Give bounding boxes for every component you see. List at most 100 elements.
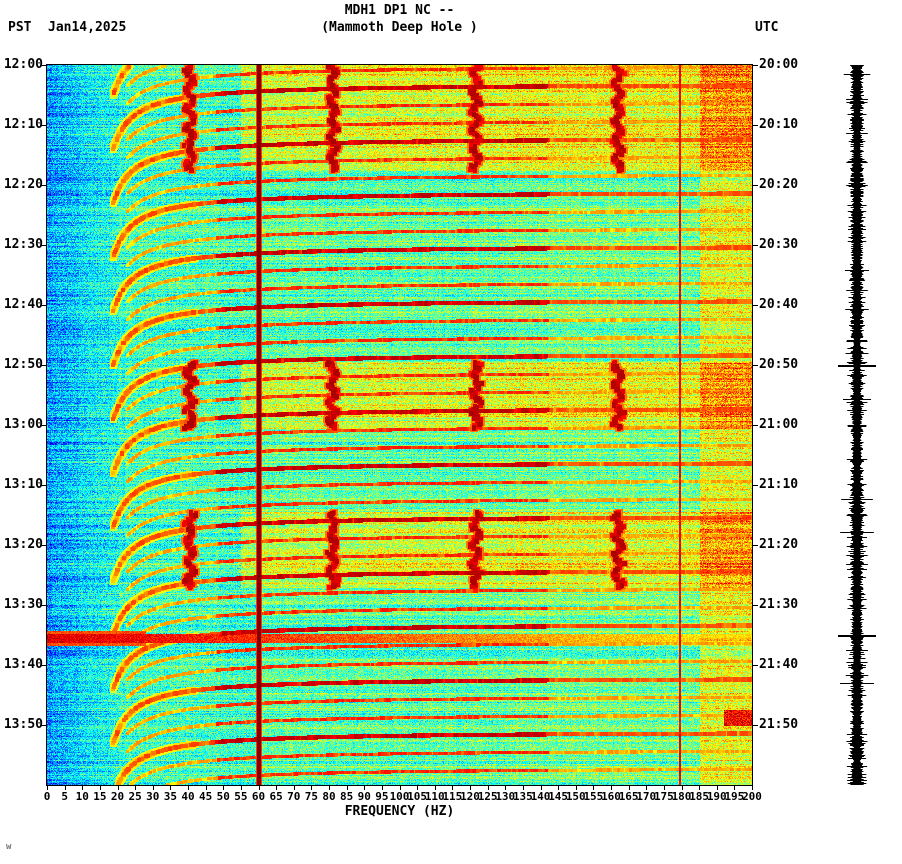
frequency-tick — [558, 786, 560, 790]
frequency-tick — [223, 786, 225, 790]
frequency-tick-label: 135 — [512, 790, 533, 803]
time-tick-left — [41, 545, 46, 546]
frequency-tick-label: 60 — [251, 790, 266, 803]
frequency-tick-label: 110 — [424, 790, 445, 803]
time-tick-left — [41, 605, 46, 606]
frequency-tick — [699, 786, 701, 790]
time-tick-label-utc: 20:00 — [759, 57, 799, 72]
time-tick-label-pst: 12:30 — [3, 237, 43, 252]
spectrogram-canvas — [47, 65, 752, 785]
time-tick-label-utc: 21:00 — [759, 417, 799, 432]
spectrogram-frame — [46, 64, 753, 786]
frequency-tick — [399, 786, 401, 790]
frequency-tick — [663, 786, 665, 790]
frequency-tick — [170, 786, 172, 790]
time-tick-label-utc: 21:10 — [759, 477, 799, 492]
frequency-tick — [593, 786, 595, 790]
time-tick-left — [41, 245, 46, 246]
frequency-tick-label: 40 — [181, 790, 195, 803]
frequency-tick-label: 30 — [146, 790, 160, 803]
time-tick-right — [753, 125, 758, 126]
time-tick-left — [41, 65, 46, 66]
time-tick-label-utc: 21:50 — [759, 717, 799, 732]
frequency-tick — [240, 786, 242, 790]
frequency-tick-label: 170 — [636, 790, 657, 803]
frequency-tick-label: 95 — [375, 790, 389, 803]
frequency-tick-label: 65 — [269, 790, 283, 803]
frequency-tick — [487, 786, 489, 790]
frequency-tick-label: 115 — [442, 790, 463, 803]
time-tick-right — [753, 305, 758, 306]
frequency-tick-label: 90 — [357, 790, 371, 803]
frequency-tick — [522, 786, 524, 790]
frequency-tick — [540, 786, 542, 790]
helicorder-trace-canvas — [838, 65, 876, 785]
frequency-tick — [82, 786, 84, 790]
frequency-tick-label: 70 — [287, 790, 301, 803]
frequency-tick — [117, 786, 119, 790]
frequency-tick — [293, 786, 295, 790]
frequency-tick-label: 85 — [340, 790, 354, 803]
frequency-tick — [99, 786, 101, 790]
time-tick-right — [753, 185, 758, 186]
time-tick-right — [753, 605, 758, 606]
frequency-tick — [188, 786, 189, 790]
frequency-tick-label: 150 — [565, 790, 586, 803]
time-tick-right — [753, 65, 758, 66]
frequency-axis-title: FREQUENCY (HZ) — [344, 804, 455, 819]
frequency-tick — [346, 786, 348, 790]
time-tick-left — [41, 365, 46, 366]
frequency-tick-label: 15 — [93, 790, 107, 803]
frequency-tick-label: 175 — [653, 790, 674, 803]
date-label: Jan14,2025 — [48, 20, 127, 35]
time-tick-label-pst: 12:20 — [3, 177, 43, 192]
frequency-tick-label: 100 — [389, 790, 410, 803]
time-tick-label-utc: 20:10 — [759, 117, 799, 132]
frequency-tick — [434, 786, 436, 790]
frequency-tick — [205, 786, 207, 790]
time-tick-label-utc: 20:40 — [759, 297, 799, 312]
frequency-tick-label: 160 — [601, 790, 621, 803]
station-title: MDH1 DP1 NC -- — [344, 3, 455, 18]
frequency-tick-label: 25 — [128, 790, 142, 803]
frequency-tick — [681, 786, 683, 790]
time-tick-right — [753, 545, 758, 546]
frequency-tick-label: 140 — [530, 790, 551, 803]
frequency-tick-label: 145 — [548, 790, 569, 803]
frequency-tick — [611, 786, 612, 790]
frequency-tick-label: 120 — [460, 790, 480, 803]
frequency-tick-label: 10 — [75, 790, 89, 803]
frequency-tick — [452, 786, 454, 790]
frequency-tick — [734, 786, 736, 790]
station-subtitle: (Mammoth Deep Hole ) — [321, 20, 478, 35]
time-tick-label-pst: 12:50 — [3, 357, 43, 372]
timezone-right-label: UTC — [755, 20, 779, 35]
time-tick-left — [41, 665, 46, 666]
frequency-tick — [258, 786, 260, 790]
frequency-tick-label: 200 — [742, 790, 762, 803]
time-tick-right — [753, 245, 758, 246]
frequency-tick-label: 190 — [706, 790, 727, 803]
frequency-tick-label: 180 — [671, 790, 692, 803]
frequency-tick — [329, 786, 330, 790]
frequency-tick — [381, 786, 383, 790]
frequency-tick — [364, 786, 366, 790]
frequency-tick-label: 130 — [495, 790, 516, 803]
frequency-tick — [646, 786, 648, 790]
time-tick-right — [753, 665, 758, 666]
time-tick-label-pst: 13:50 — [3, 717, 43, 732]
frequency-tick — [716, 786, 718, 790]
frequency-tick — [505, 786, 507, 790]
time-tick-left — [41, 185, 46, 186]
time-tick-label-pst: 12:10 — [3, 117, 43, 132]
time-tick-right — [753, 425, 758, 426]
time-tick-label-pst: 13:10 — [3, 477, 43, 492]
frequency-tick — [417, 786, 419, 790]
time-tick-right — [753, 485, 758, 486]
time-tick-label-pst: 13:30 — [3, 597, 43, 612]
time-tick-label-pst: 13:40 — [3, 657, 43, 672]
frequency-tick — [311, 786, 313, 790]
time-tick-right — [753, 725, 758, 726]
frequency-tick-label: 20 — [110, 790, 125, 803]
frequency-tick-label: 35 — [163, 790, 177, 803]
